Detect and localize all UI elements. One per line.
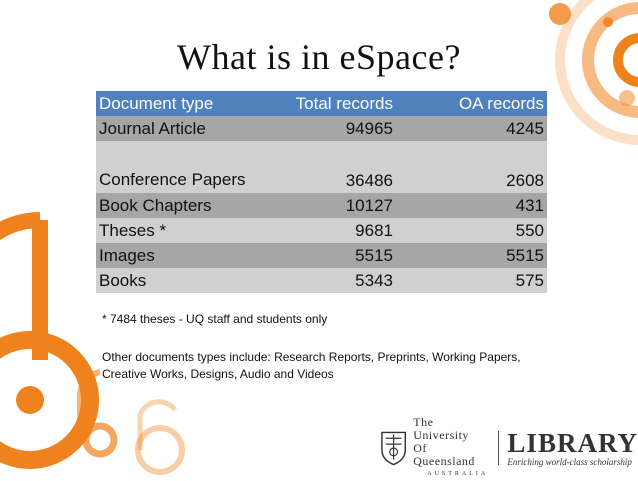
cell-type: Book Chapters bbox=[96, 193, 252, 218]
cell-oa: 5515 bbox=[396, 243, 547, 268]
library-tagline: Enriching world-class scholarship bbox=[507, 457, 632, 467]
table-header-row: Document type Total records OA records bbox=[96, 91, 547, 116]
cell-total: 94965 bbox=[252, 116, 396, 141]
uq-crest-icon bbox=[381, 431, 407, 466]
records-table: Document type Total records OA records J… bbox=[96, 91, 547, 293]
cell-type: Journal Article bbox=[96, 116, 252, 141]
theses-footnote: * 7484 theses - UQ staff and students on… bbox=[102, 312, 328, 326]
cell-total: 10127 bbox=[252, 193, 396, 218]
cell-type: Conference Papers bbox=[96, 141, 252, 193]
header-oa-records: OA records bbox=[396, 91, 547, 116]
cell-oa: 575 bbox=[396, 268, 547, 293]
library-wordmark: LIBRARY Enriching world-class scholarshi… bbox=[507, 429, 638, 467]
logo-divider bbox=[498, 431, 500, 465]
cell-oa: 550 bbox=[396, 218, 547, 243]
uq-wordmark: The University Of Queensland AUSTRALIA bbox=[413, 414, 490, 481]
cell-oa: 4245 bbox=[396, 116, 547, 141]
table-row: Book Chapters 10127 431 bbox=[96, 193, 547, 218]
header-document-type: Document type bbox=[96, 91, 252, 116]
cell-oa: 2608 bbox=[396, 141, 547, 193]
table-row: Journal Article 94965 4245 bbox=[96, 116, 547, 141]
table-row: Books 5343 575 bbox=[96, 268, 547, 293]
cell-oa: 431 bbox=[396, 193, 547, 218]
uq-line-3: AUSTRALIA bbox=[427, 470, 489, 477]
other-documents-note: Other documents types include: Research … bbox=[102, 350, 521, 381]
table-row: Images 5515 5515 bbox=[96, 243, 547, 268]
cell-type: Books bbox=[96, 268, 252, 293]
table-row: Conference Papers 36486 2608 bbox=[96, 141, 547, 193]
header-total-records: Total records bbox=[252, 91, 396, 116]
table-row: Theses * 9681 550 bbox=[96, 218, 547, 243]
cell-total: 9681 bbox=[252, 218, 396, 243]
slide-title: What is in eSpace? bbox=[177, 37, 461, 77]
cell-type: Images bbox=[96, 243, 252, 268]
cell-type: Theses * bbox=[96, 218, 252, 243]
uq-line-2: Of Queensland bbox=[413, 440, 475, 468]
cell-total: 5515 bbox=[252, 243, 396, 268]
library-label: LIBRARY bbox=[507, 428, 638, 458]
uq-line-1: The University bbox=[413, 414, 469, 442]
uq-library-logo: The University Of Queensland AUSTRALIA L… bbox=[380, 415, 638, 477]
cell-total: 5343 bbox=[252, 268, 396, 293]
cell-total: 36486 bbox=[252, 141, 396, 193]
